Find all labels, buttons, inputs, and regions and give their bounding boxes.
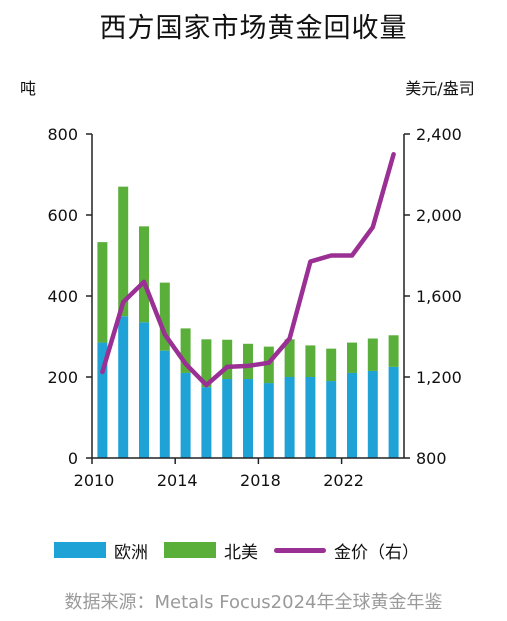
bar-north-america-2020 [305, 345, 316, 377]
bar-north-america-2012 [139, 226, 149, 323]
legend-item-gold-price: 金价（右） [274, 538, 419, 563]
bar-europe-2017 [243, 379, 253, 458]
bar-north-america-2015 [201, 339, 212, 388]
y-axis-label-right: 美元/盎司 [405, 79, 474, 98]
y-tick-label-right: 1,600 [416, 287, 462, 306]
bar-europe-2015 [201, 387, 212, 458]
bar-north-america-2017 [243, 343, 253, 380]
bar-europe-2021 [326, 381, 337, 458]
bar-europe-2013 [159, 350, 170, 458]
legend-swatch-europe [54, 542, 106, 558]
y-tick-label-left: 600 [47, 206, 78, 225]
y-tick-label-left: 400 [47, 287, 78, 306]
legend-label-europe: 欧洲 [114, 542, 148, 563]
bar-north-america-2019 [284, 339, 295, 377]
bar-europe-2014 [180, 372, 191, 458]
bar-north-america-2024 [388, 335, 399, 367]
y-tick-label-right: 800 [416, 449, 447, 468]
bar-north-america-2022 [347, 342, 357, 373]
bar-europe-2010 [97, 342, 108, 458]
bar-europe-2020 [305, 377, 316, 458]
bar-europe-2023 [367, 370, 378, 458]
y-tick-label-right: 2,000 [416, 206, 462, 225]
recycling-chart: 0 200 400 600 800 800 1,200 1,600 2,000 2,400 2010… [20, 79, 475, 490]
legend-line-gold-price [274, 547, 326, 553]
y-tick-label-left: 0 [68, 449, 78, 468]
y-tick-label-right: 1,200 [416, 368, 462, 387]
bar-north-america-2011 [118, 186, 129, 317]
legend-item-europe: 欧洲 [54, 538, 148, 563]
legend-label-north-america: 北美 [224, 542, 258, 563]
bar-europe-2012 [139, 322, 149, 458]
y-tick-label-left: 800 [47, 125, 78, 144]
bar-europe-2019 [284, 377, 295, 458]
source-note: 数据来源：Metals Focus2024年全球黄金年鉴 [64, 592, 443, 613]
bar-north-america-2023 [367, 338, 378, 371]
bar-north-america-2010 [97, 242, 108, 343]
bar-europe-2016 [222, 379, 233, 458]
y-axis-label-left: 吨 [20, 79, 36, 98]
legend-label-gold-price: 金价（右） [334, 542, 419, 563]
y-tick-label-right: 2,400 [416, 125, 462, 144]
bar-europe-2018 [263, 383, 274, 458]
y-tick-label-left: 200 [47, 368, 78, 387]
bar-europe-2011 [118, 316, 129, 458]
x-tick-label: 2010 [74, 471, 115, 490]
bar-europe-2024 [388, 366, 399, 458]
bar-north-america-2016 [222, 339, 233, 380]
bar-north-america-2014 [180, 328, 191, 373]
x-tick-label: 2018 [240, 471, 281, 490]
x-tick-label: 2022 [323, 471, 364, 490]
chart-title: 西方国家市场黄金回收量 [99, 13, 408, 44]
legend-swatch-north-america [164, 542, 216, 558]
legend-item-north-america: 北美 [164, 538, 258, 563]
legend: 欧洲 北美 金价（右） [54, 538, 454, 563]
gold-price-line [100, 152, 396, 388]
bar-north-america-2013 [159, 282, 170, 351]
bar-north-america-2021 [326, 348, 337, 382]
x-tick-label: 2014 [157, 471, 198, 490]
bar-europe-2022 [347, 372, 357, 458]
